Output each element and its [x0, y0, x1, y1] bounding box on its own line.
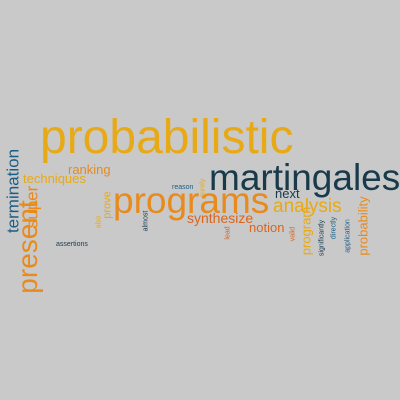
- word-programs: programs: [113, 180, 270, 221]
- word-program: program: [298, 206, 314, 256]
- word-surely: surely: [199, 178, 207, 198]
- word-application: application: [344, 219, 352, 253]
- word-probability: probability: [355, 196, 371, 256]
- word-probabilistic: probabilistic: [40, 111, 294, 164]
- word-almost: almost: [142, 210, 150, 232]
- word-lead: lead: [224, 226, 232, 240]
- word-synthesize: synthesize: [187, 210, 254, 226]
- word-assertions: assertions: [56, 241, 88, 248]
- word-martingales: martingales: [209, 157, 400, 198]
- word-analysis: analysis: [273, 196, 342, 217]
- word-prove: prove: [101, 191, 114, 219]
- word-directly: directly: [330, 216, 338, 240]
- word-significantly: significantly: [318, 219, 326, 257]
- word-next: next: [275, 186, 300, 201]
- word-techniques: techniques: [23, 171, 86, 186]
- word-valid: valid: [289, 226, 297, 242]
- word-ranking: ranking: [68, 162, 111, 177]
- word-also: also: [95, 215, 103, 229]
- word-super: super: [22, 185, 42, 229]
- word-notion: notion: [249, 220, 285, 235]
- word-termination: termination: [3, 148, 23, 234]
- word-reason: reason: [172, 184, 194, 191]
